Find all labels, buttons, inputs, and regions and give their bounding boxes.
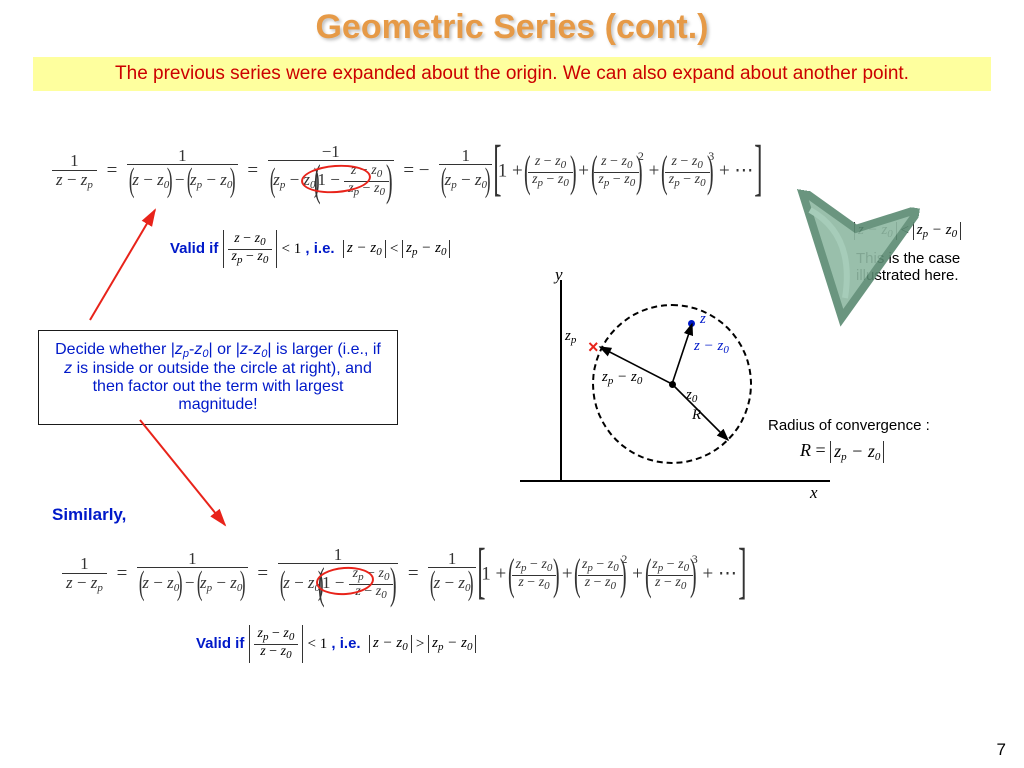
- validity-2: Valid if zp − z0z − z0 < 1 , i.e. z − z0…: [196, 625, 476, 663]
- zpz0-label: zp − z0: [602, 369, 642, 387]
- equation-2: 1z − zp = 1(z − z0) − (zp − z0) = 1(z − …: [62, 545, 742, 605]
- inequality-right: z − z0 < zp − z0: [854, 222, 961, 240]
- z0-label: z0: [686, 387, 697, 405]
- z-label: z: [700, 311, 706, 328]
- R-label: R: [692, 407, 701, 424]
- y-axis: [560, 280, 562, 480]
- x-label: x: [810, 483, 818, 503]
- intro-banner: The previous series were expanded about …: [33, 57, 991, 91]
- equation-1: 1z − zp = 1(z − z0) − (zp − z0) = −1(zp …: [52, 142, 759, 202]
- y-label: y: [555, 265, 563, 285]
- roc-label: Radius of convergence :: [768, 417, 930, 434]
- decide-box: Decide whether |zp-z0| or |z-z0| is larg…: [38, 330, 398, 425]
- zp-point: ×: [588, 337, 599, 358]
- roc-formula: R = zp − z0: [800, 440, 884, 463]
- zz0-label: z − z0: [694, 338, 729, 356]
- page-title: Geometric Series (cont.): [0, 0, 1024, 47]
- similarly-label: Similarly,: [52, 505, 126, 525]
- validity-1: Valid if z − z0zp − z0 < 1 , i.e. z − z0…: [170, 230, 450, 268]
- illustrated-note: This is the case illustrated here.: [856, 250, 986, 284]
- z-dot: [688, 320, 695, 327]
- page-number: 7: [997, 740, 1006, 760]
- x-axis: [520, 480, 830, 482]
- zp-label: zp: [565, 328, 576, 346]
- z0-dot: [669, 381, 676, 388]
